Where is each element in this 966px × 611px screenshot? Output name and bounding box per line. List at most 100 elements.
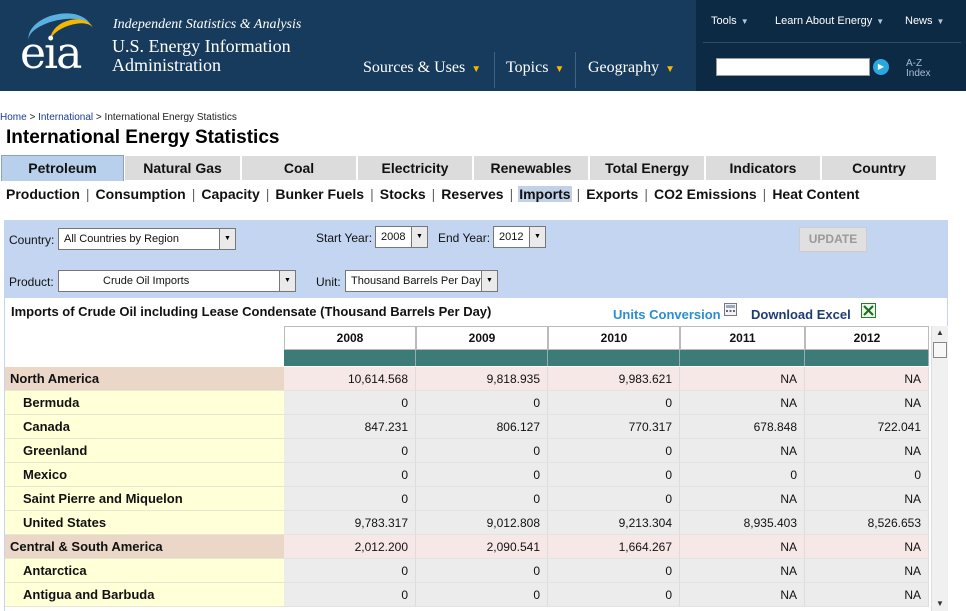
value-cell: 2,012.200 <box>284 535 416 559</box>
subnav-separator: | <box>644 186 648 202</box>
nav-sources-uses[interactable]: Sources & Uses ▼ <box>363 59 481 77</box>
subnav-separator: | <box>431 186 436 202</box>
chevron-down-icon: ▼ <box>219 229 235 249</box>
subnav-consumption[interactable]: Consumption <box>95 186 186 202</box>
query-controls: Country: All Countries by Region ▼ Start … <box>4 220 948 298</box>
table-row: Antarctica 0 0 0 NA NA <box>5 559 930 583</box>
subnav-stocks[interactable]: Stocks <box>379 186 426 202</box>
region-row: North America 10,614.568 9,818.935 9,983.62… <box>5 367 930 391</box>
tab-petroleum[interactable]: Petroleum <box>1 155 124 181</box>
year-header-2012: 2012 <box>805 326 929 350</box>
subnav-imports[interactable]: Imports <box>518 186 572 202</box>
chevron-down-icon: ▼ <box>876 17 885 26</box>
org-name[interactable]: U.S. Energy Information Administration <box>112 36 291 75</box>
end-year-value: 2012 <box>499 231 524 243</box>
subnav-bunker-fuels[interactable]: Bunker Fuels <box>275 186 365 202</box>
value-cell: NA <box>680 487 805 511</box>
row-label: Bermuda <box>5 391 284 415</box>
topnav-tools[interactable]: Tools ▼ <box>711 15 749 27</box>
topnav-label: Learn About Energy <box>775 15 873 27</box>
row-label: Mexico <box>5 463 284 487</box>
row-label: Antigua and Barbuda <box>5 583 284 607</box>
calculator-icon[interactable] <box>724 303 737 316</box>
value-cell: 678.848 <box>680 415 805 439</box>
value-cell: 10,614.568 <box>284 367 416 391</box>
subnav-production[interactable]: Production <box>6 186 80 202</box>
end-year-label: End Year: <box>438 231 491 245</box>
value-cell: NA <box>805 487 929 511</box>
value-cell: 0 <box>548 391 680 415</box>
tab-natural-gas[interactable]: Natural Gas <box>124 155 241 181</box>
value-cell: 0 <box>548 487 680 511</box>
topnav-learn[interactable]: Learn About Energy ▼ <box>775 15 884 27</box>
row-label: Saint Pierre and Miquelon <box>5 487 284 511</box>
search-input[interactable] <box>716 58 870 76</box>
excel-icon[interactable] <box>861 303 876 318</box>
breadcrumb-sep: > <box>95 112 102 123</box>
vertical-scrollbar[interactable]: ▲ ▼ <box>931 326 948 611</box>
country-select[interactable]: All Countries by Region ▼ <box>58 228 236 250</box>
year-column-bar <box>284 350 416 366</box>
search-go-icon[interactable]: ▶ <box>873 59 889 75</box>
value-cell: 0 <box>680 463 805 487</box>
start-year-select[interactable]: 2008 ▼ <box>375 226 428 248</box>
breadcrumb-current: International Energy Statistics <box>104 112 237 123</box>
table-row: Saint Pierre and Miquelon 0 0 0 NA NA <box>5 487 930 511</box>
unit-select[interactable]: Thousand Barrels Per Day ▼ <box>345 270 498 292</box>
units-conversion-link[interactable]: Units Conversion <box>613 307 721 322</box>
breadcrumb: Home > International > International Ene… <box>0 112 237 123</box>
chevron-down-icon: ▼ <box>936 17 945 26</box>
value-cell: 0 <box>416 487 548 511</box>
end-year-select[interactable]: 2012 ▼ <box>493 226 546 248</box>
start-year-label: Start Year: <box>316 231 373 245</box>
value-cell: 0 <box>284 559 416 583</box>
scroll-up-icon[interactable]: ▲ <box>936 328 944 337</box>
subnav-exports[interactable]: Exports <box>586 186 639 202</box>
year-column-bar <box>548 350 680 366</box>
value-cell: 0 <box>416 439 548 463</box>
product-label: Product: <box>9 275 54 289</box>
tab-indicators[interactable]: Indicators <box>705 155 821 181</box>
nav-geography[interactable]: Geography ▼ <box>588 59 675 77</box>
update-button[interactable]: UPDATE <box>799 227 867 252</box>
scroll-thumb[interactable] <box>933 342 947 358</box>
chevron-down-icon: ▼ <box>665 64 675 75</box>
product-select[interactable]: Crude Oil Imports ▼ <box>58 270 296 292</box>
nav-topics[interactable]: Topics ▼ <box>506 59 564 77</box>
value-cell: 0 <box>284 391 416 415</box>
subnav-reserves[interactable]: Reserves <box>441 186 504 202</box>
year-header-2008: 2008 <box>284 326 416 350</box>
row-label: Greenland <box>5 439 284 463</box>
value-cell: 1,664.267 <box>548 535 680 559</box>
value-cell: 0 <box>416 559 548 583</box>
value-cell: NA <box>680 559 805 583</box>
subnav-heat-content[interactable]: Heat Content <box>772 186 860 202</box>
tab-electricity[interactable]: Electricity <box>357 155 473 181</box>
tab-renewables[interactable]: Renewables <box>473 155 589 181</box>
breadcrumb-home[interactable]: Home <box>0 112 27 123</box>
topnav-news[interactable]: News ▼ <box>905 15 944 27</box>
value-cell: 722.041 <box>805 415 929 439</box>
page-title: International Energy Statistics <box>6 127 280 148</box>
value-cell: 0 <box>416 583 548 607</box>
nav-label: Topics <box>506 59 549 76</box>
value-cell: 847.231 <box>284 415 416 439</box>
value-cell: 0 <box>284 463 416 487</box>
value-cell: NA <box>805 391 929 415</box>
breadcrumb-international[interactable]: International <box>38 112 94 123</box>
subnav-capacity[interactable]: Capacity <box>201 186 260 202</box>
tab-coal[interactable]: Coal <box>241 155 357 181</box>
scroll-down-icon[interactable]: ▼ <box>936 599 944 608</box>
row-label: Canada <box>5 415 284 439</box>
value-cell: 2,090.541 <box>416 535 548 559</box>
table-row: Mexico 0 0 0 0 0 <box>5 463 930 487</box>
table-header-bar: Imports of Crude Oil including Lease Con… <box>4 298 948 326</box>
download-excel-link[interactable]: Download Excel <box>751 307 851 322</box>
chevron-down-icon: ▼ <box>529 227 545 247</box>
eia-logo[interactable]: eia <box>20 28 82 79</box>
tab-country[interactable]: Country <box>821 155 937 181</box>
subnav-separator: | <box>576 186 581 202</box>
az-index-link[interactable]: A-Z Index <box>906 59 930 79</box>
subnav-co2-emissions[interactable]: CO2 Emissions <box>653 186 757 202</box>
tab-total-energy[interactable]: Total Energy <box>589 155 705 181</box>
